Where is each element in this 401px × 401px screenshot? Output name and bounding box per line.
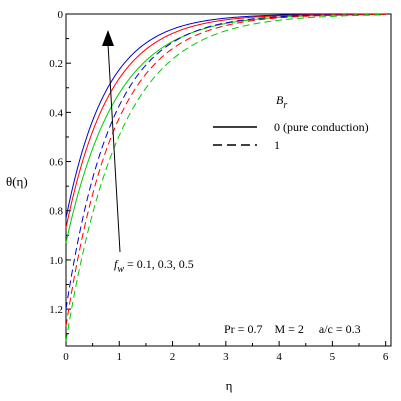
x-tick-label: 1: [117, 351, 123, 363]
y-axis-label: θ(η): [6, 174, 28, 189]
legend-entry-dashed: 1: [274, 138, 280, 152]
y-tick-label: 0.8: [49, 206, 63, 218]
fw-values: = 0.1, 0.3, 0.5: [124, 257, 194, 271]
x-tick-label: 0: [63, 351, 69, 363]
x-tick-label: 5: [330, 351, 336, 363]
x-axis-label: η: [226, 378, 233, 393]
y-tick-label: 0.6: [49, 157, 63, 169]
legend: Br 0 (pure conduction) 1: [213, 93, 369, 152]
x-tick-label: 4: [276, 351, 282, 363]
x-tick-label: 6: [383, 351, 389, 363]
fw-main: f: [114, 257, 119, 271]
legend-title: Br: [276, 93, 287, 111]
y-tick-label: 1.2: [49, 304, 63, 316]
legend-entry-solid: 0 (pure conduction): [274, 120, 369, 134]
fw-arrow-shaft: [107, 43, 121, 253]
legend-title-sub: r: [283, 100, 287, 111]
y-tick-label: 0.2: [49, 58, 63, 70]
series-line-4: [65, 13, 386, 327]
series-line-1: [65, 13, 386, 229]
fw-annotation: fw = 0.1, 0.3, 0.5: [102, 30, 194, 275]
fw-sub: w: [117, 264, 124, 275]
x-tick-label: 3: [223, 351, 229, 363]
legend-title-main: B: [276, 93, 284, 107]
series-line-5: [65, 14, 386, 342]
fw-arrow-head: [102, 30, 114, 46]
x-tick-label: 2: [170, 351, 176, 363]
series-line-2: [65, 13, 386, 243]
ticks-group: 0 1 2 3 4 5 6 0 0.2 0.4 0.6 0.8 1.0 1.2: [49, 9, 389, 363]
series-group: [65, 13, 386, 342]
fw-label: fw = 0.1, 0.3, 0.5: [114, 257, 194, 275]
parameters-note: Pr = 0.7 M = 2 a/c = 0.3: [224, 322, 361, 336]
y-tick-label: 1.0: [49, 255, 63, 267]
plot-frame: [65, 13, 392, 347]
y-tick-label: 0.4: [49, 107, 63, 119]
y-tick-label: 0: [58, 9, 64, 21]
series-line-3: [65, 13, 386, 310]
